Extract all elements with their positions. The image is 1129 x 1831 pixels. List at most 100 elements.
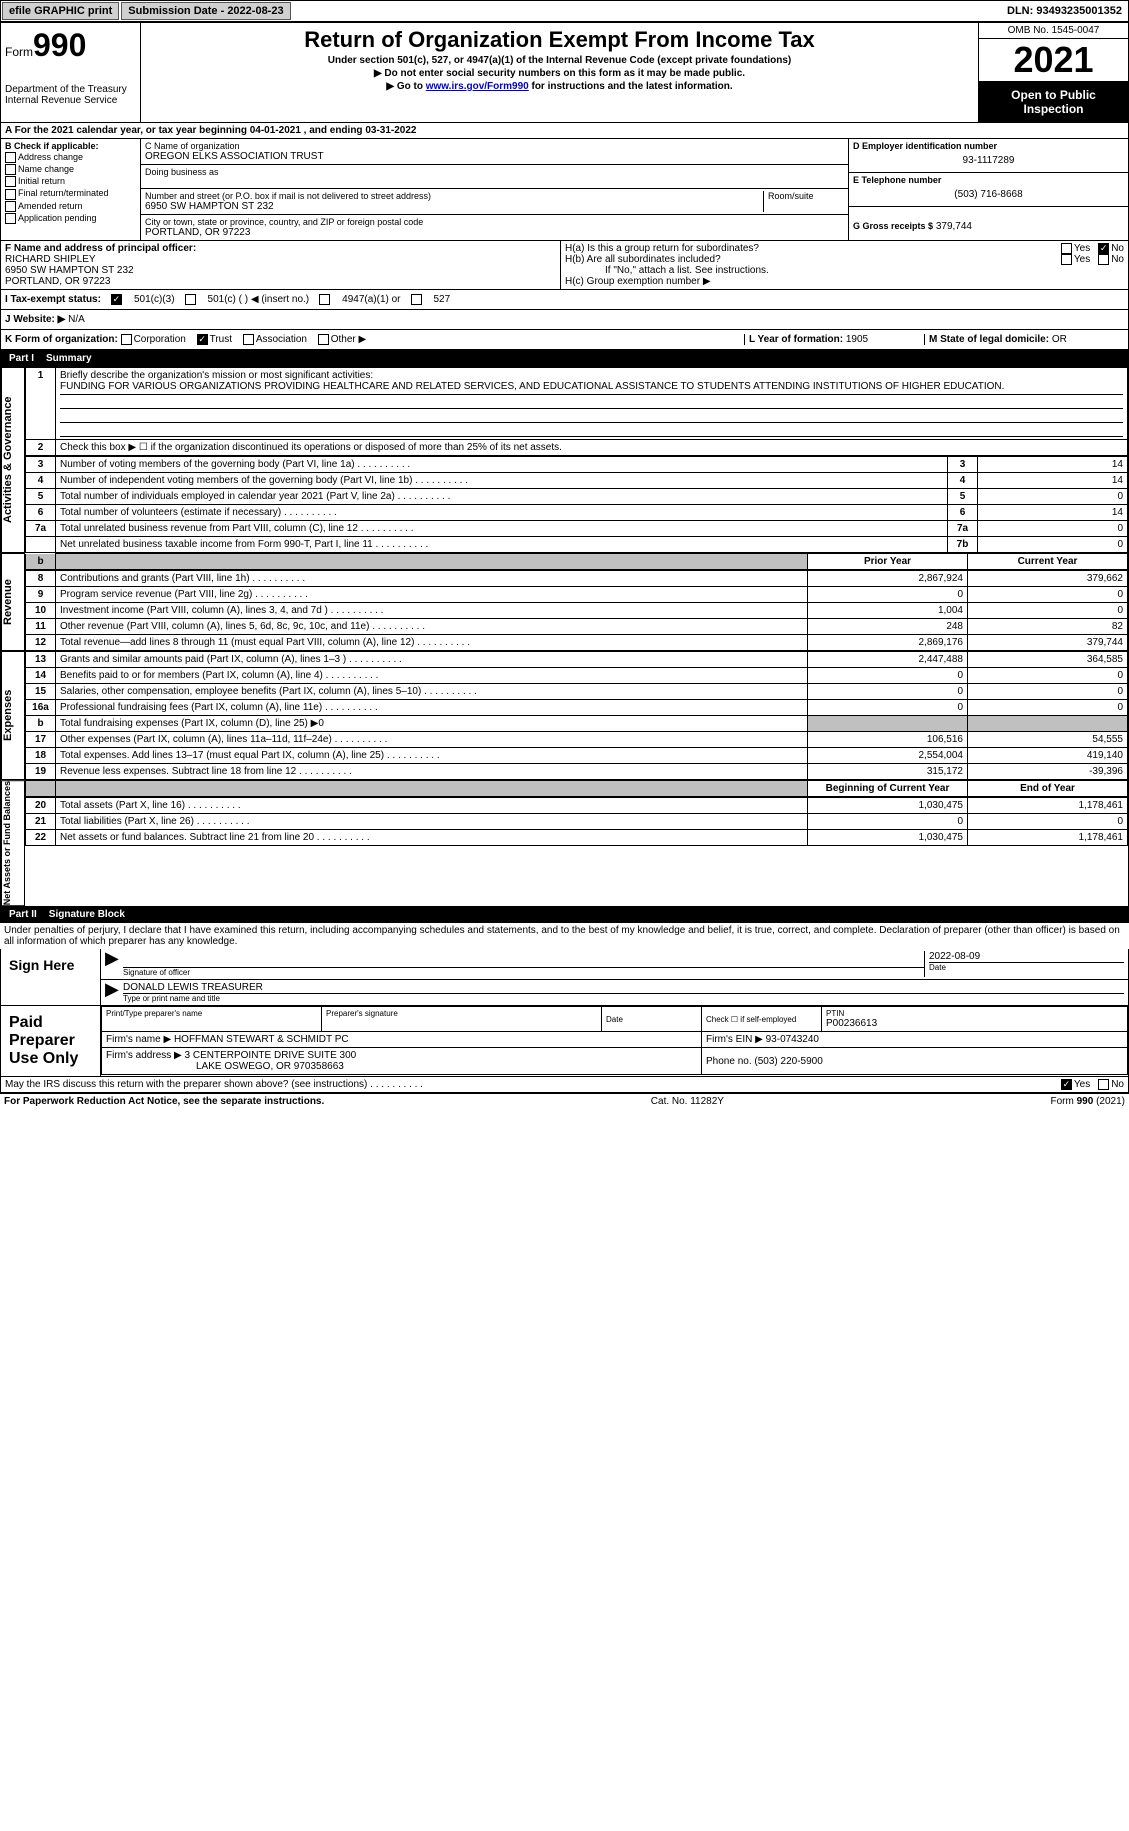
top-bar: efile GRAPHIC print Submission Date - 20… — [0, 0, 1129, 22]
header-left: Form990 Department of the Treasury Inter… — [1, 23, 141, 122]
m-label: M State of legal domicile: — [929, 334, 1049, 345]
tax-year: 2021 — [979, 39, 1128, 82]
k-trust[interactable] — [197, 334, 208, 345]
hb-label: H(b) Are all subordinates included? — [565, 254, 1061, 265]
row-cur: 0 — [968, 700, 1128, 716]
row-cur: 0 — [968, 587, 1128, 603]
i-label: I Tax-exempt status: — [5, 294, 101, 305]
firm-addr-label: Firm's address ▶ — [106, 1050, 182, 1061]
k-other[interactable] — [318, 334, 329, 345]
h-section: H(a) Is this a group return for subordin… — [561, 241, 1128, 289]
i-501c[interactable] — [185, 294, 196, 305]
row-num: 10 — [26, 603, 56, 619]
phone-value: (503) 716-8668 — [853, 185, 1124, 204]
subtitle-3: ▶ Go to www.irs.gov/Form990 for instruct… — [145, 81, 974, 92]
header-center: Return of Organization Exempt From Incom… — [141, 23, 978, 122]
preparer-table: Print/Type preparer's name Preparer's si… — [101, 1006, 1128, 1075]
ha-no[interactable] — [1098, 243, 1109, 254]
row-val: 0 — [978, 489, 1128, 505]
row-num: 12 — [26, 635, 56, 651]
cur-hdr: Current Year — [968, 554, 1128, 570]
revenue-section: Revenue bPrior YearCurrent Year 8Contrib… — [0, 553, 1129, 651]
check-amended[interactable]: Amended return — [5, 201, 136, 212]
f-section: F Name and address of principal officer:… — [1, 241, 561, 289]
room-label: Room/suite — [768, 191, 844, 201]
hb-note: If "No," attach a list. See instructions… — [565, 265, 1124, 276]
row-cur: 379,662 — [968, 571, 1128, 587]
street-label: Number and street (or P.O. box if mail i… — [145, 191, 759, 201]
row-cur: 82 — [968, 619, 1128, 635]
firm-addr2: LAKE OSWEGO, OR 970358663 — [106, 1061, 344, 1072]
row-num — [26, 537, 56, 553]
part2-num: Part II — [9, 909, 37, 920]
row-desc: Other expenses (Part IX, column (A), lin… — [56, 732, 808, 748]
side-ag: Activities & Governance — [1, 367, 25, 553]
row-desc: Total number of volunteers (estimate if … — [56, 505, 948, 521]
discuss-no[interactable] — [1098, 1079, 1109, 1090]
row-cur: 0 — [968, 684, 1128, 700]
row-num: 7a — [26, 521, 56, 537]
j-label: J Website: ▶ — [5, 314, 65, 325]
i-section: I Tax-exempt status: 501(c)(3) 501(c) ( … — [0, 290, 1129, 310]
firm-ein-label: Firm's EIN ▶ — [706, 1034, 763, 1045]
row-num: 19 — [26, 764, 56, 780]
efile-print-button[interactable]: efile GRAPHIC print — [2, 2, 119, 20]
firm-phone: (503) 220-5900 — [754, 1056, 822, 1067]
j-section: J Website: ▶ N/A — [0, 310, 1129, 330]
part1-header: Part I Summary — [0, 350, 1129, 367]
dln: DLN: 93493235001352 — [1001, 3, 1128, 19]
row-prior: 1,030,475 — [808, 798, 968, 814]
m-value: OR — [1052, 334, 1067, 345]
row-desc: Other revenue (Part VIII, column (A), li… — [56, 619, 808, 635]
row-desc: Number of independent voting members of … — [56, 473, 948, 489]
row-desc: Salaries, other compensation, employee b… — [56, 684, 808, 700]
omb-number: OMB No. 1545-0047 — [979, 23, 1128, 39]
col-c: C Name of organization OREGON ELKS ASSOC… — [141, 139, 848, 240]
rev-rows: 8Contributions and grants (Part VIII, li… — [25, 570, 1128, 651]
i-501c3[interactable] — [111, 294, 122, 305]
firm-addr1: 3 CENTERPOINTE DRIVE SUITE 300 — [185, 1050, 357, 1061]
check-final[interactable]: Final return/terminated — [5, 188, 136, 199]
row-val: 0 — [978, 521, 1128, 537]
officer-name: RICHARD SHIPLEY — [5, 254, 556, 265]
row-prior: 2,447,488 — [808, 652, 968, 668]
subtitle-1: Under section 501(c), 527, or 4947(a)(1)… — [145, 55, 974, 66]
i-527[interactable] — [411, 294, 422, 305]
city-value: PORTLAND, OR 97223 — [145, 227, 844, 238]
row-desc: Professional fundraising fees (Part IX, … — [56, 700, 808, 716]
hb-yes[interactable] — [1061, 254, 1072, 265]
row-num: 11 — [26, 619, 56, 635]
row-cur: -39,396 — [968, 764, 1128, 780]
row-desc: Program service revenue (Part VIII, line… — [56, 587, 808, 603]
hb-no[interactable] — [1098, 254, 1109, 265]
k-assoc[interactable] — [243, 334, 254, 345]
beg-hdr: Beginning of Current Year — [808, 781, 968, 797]
k-label: K Form of organization: — [5, 334, 118, 345]
block-bcd: B Check if applicable: Address change Na… — [0, 139, 1129, 241]
ha-yes[interactable] — [1061, 243, 1072, 254]
ptin-label: PTIN — [826, 1009, 1123, 1018]
row-desc: Net unrelated business taxable income fr… — [56, 537, 948, 553]
irs-link[interactable]: www.irs.gov/Form990 — [426, 81, 529, 92]
check-address[interactable]: Address change — [5, 152, 136, 163]
i-4947[interactable] — [319, 294, 330, 305]
prep-date-label: Date — [606, 1015, 697, 1024]
check-application[interactable]: Application pending — [5, 213, 136, 224]
form-number: 990 — [33, 27, 86, 63]
check-initial[interactable]: Initial return — [5, 176, 136, 187]
discuss-yes[interactable] — [1061, 1079, 1072, 1090]
submission-date: Submission Date - 2022-08-23 — [121, 2, 290, 20]
expenses-section: Expenses 13Grants and similar amounts pa… — [0, 651, 1129, 780]
part1-title: Summary — [46, 353, 92, 364]
row-val: 14 — [978, 505, 1128, 521]
check-name[interactable]: Name change — [5, 164, 136, 175]
row-cur: 419,140 — [968, 748, 1128, 764]
row-num: b — [26, 716, 56, 732]
row-cur: 1,178,461 — [968, 798, 1128, 814]
prep-check-label: Check ☐ if self-employed — [702, 1007, 822, 1032]
row-prior: 1,004 — [808, 603, 968, 619]
section-a: A For the 2021 calendar year, or tax yea… — [0, 123, 1129, 139]
k-corp[interactable] — [121, 334, 132, 345]
sign-date-label: Date — [929, 962, 1124, 972]
row-prior: 0 — [808, 668, 968, 684]
